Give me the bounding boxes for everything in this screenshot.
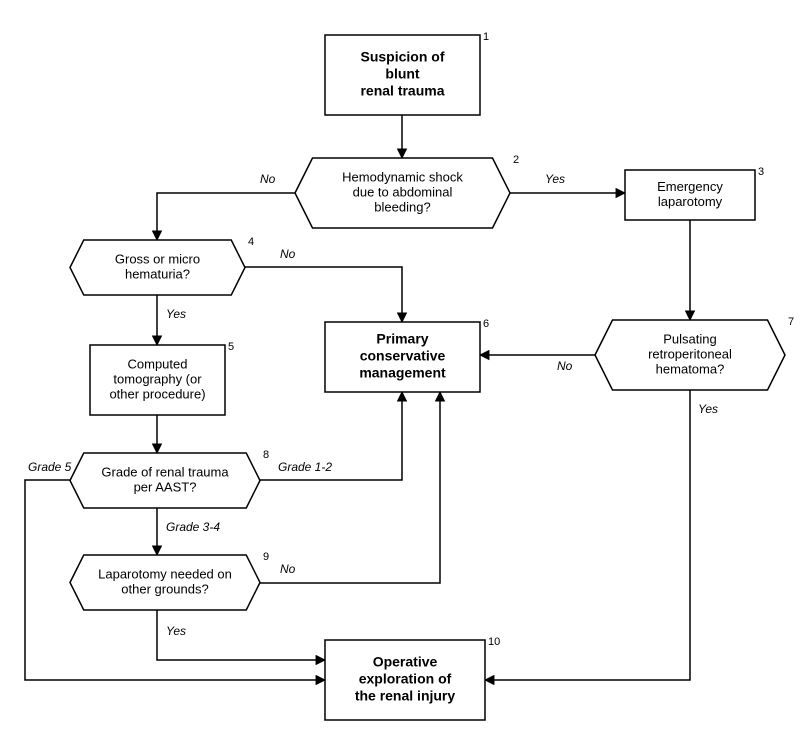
node-n10: 10 Operativeexploration ofthe renal injur…: [325, 636, 500, 720]
edge-e13: [260, 392, 440, 583]
edge-label-e14: Yes: [166, 624, 186, 638]
node-text-n6-line1: conservative: [360, 348, 446, 364]
node-number-n9: 9: [263, 551, 269, 563]
node-text-n5-line0: Computed: [128, 356, 188, 371]
edge-label-e8: Yes: [698, 402, 718, 416]
node-n5: 5 Computedtomography (orother procedure): [90, 341, 234, 415]
node-number-n7: 7: [788, 316, 794, 328]
node-n3: 3 Emergencylaparotomy: [625, 166, 764, 220]
edge-label-e7: No: [557, 359, 573, 373]
node-text-n2-line2: bleeding?: [374, 199, 430, 214]
node-text-n9-line0: Laparotomy needed on: [98, 566, 232, 581]
node-n1: 1 Suspicion ofbluntrenal trauma: [325, 31, 489, 115]
node-n9: 9 Laparotomy needed onother grounds?: [70, 551, 269, 610]
node-n7: 7 Pulsatingretroperitonealhematoma?: [595, 316, 794, 390]
edge-e8: [485, 390, 690, 680]
node-number-n1: 1: [483, 31, 489, 43]
edge-label-e13: No: [280, 562, 296, 576]
node-text-n3-line0: Emergency: [657, 179, 723, 194]
node-text-n4-line1: hematuria?: [125, 266, 190, 281]
edge-label-e2: Yes: [545, 172, 565, 186]
node-text-n10-line1: exploration of: [359, 671, 452, 687]
node-text-n2-line1: due to abdominal: [353, 184, 453, 199]
edge-label-e3: No: [260, 172, 276, 186]
node-text-n10-line2: the renal injury: [355, 688, 456, 704]
node-number-n2: 2: [513, 154, 519, 166]
node-text-n4-line0: Gross or micro: [115, 251, 200, 266]
node-text-n7-line0: Pulsating: [663, 331, 716, 346]
node-text-n2-line0: Hemodynamic shock: [342, 169, 463, 184]
node-text-n5-line2: other procedure): [109, 386, 205, 401]
node-text-n7-line1: retroperitoneal: [648, 346, 732, 361]
node-text-n8-line0: Grade of renal trauma: [101, 464, 229, 479]
node-number-n4: 4: [248, 236, 254, 248]
flowchart: Yes No Yes No No Yes Grade 1-2 Grade 3-4 Grade 5…: [0, 0, 803, 747]
node-text-n6-line0: Primary: [376, 331, 428, 347]
node-number-n5: 5: [228, 341, 234, 353]
node-number-n3: 3: [758, 166, 764, 178]
edge-label-e11: Grade 3-4: [166, 520, 220, 534]
edge-label-e5: No: [280, 247, 296, 261]
node-n2: 2 Hemodynamic shockdue to abdominalbleedi…: [295, 154, 519, 228]
node-n6: 6 Primaryconservativemanagement: [325, 318, 489, 392]
edge-label-e10: Grade 1-2: [278, 460, 332, 474]
nodes: 1 Suspicion ofbluntrenal trauma 2 Hemodynam…: [70, 31, 794, 720]
node-number-n6: 6: [483, 318, 489, 330]
node-number-n10: 10: [488, 636, 500, 648]
node-text-n3-line1: laparotomy: [658, 194, 723, 209]
edge-label-e12: Grade 5: [28, 460, 72, 474]
node-n8: 8 Grade of renal traumaper AAST?: [70, 449, 269, 508]
edge-label-e4: Yes: [166, 307, 186, 321]
node-text-n6-line2: management: [359, 365, 446, 381]
node-text-n10-line0: Operative: [373, 654, 438, 670]
node-text-n8-line1: per AAST?: [134, 479, 197, 494]
node-number-n8: 8: [263, 449, 269, 461]
node-n4: 4 Gross or microhematuria?: [70, 236, 254, 295]
node-text-n9-line1: other grounds?: [121, 581, 208, 596]
node-text-n7-line2: hematoma?: [656, 361, 725, 376]
node-text-n1-line0: Suspicion of: [361, 49, 445, 65]
edge-e3: [157, 193, 295, 240]
node-text-n1-line1: blunt: [385, 66, 420, 82]
node-text-n5-line1: tomography (or: [113, 371, 202, 386]
node-text-n1-line2: renal trauma: [360, 83, 444, 99]
edge-e5: [245, 267, 402, 322]
